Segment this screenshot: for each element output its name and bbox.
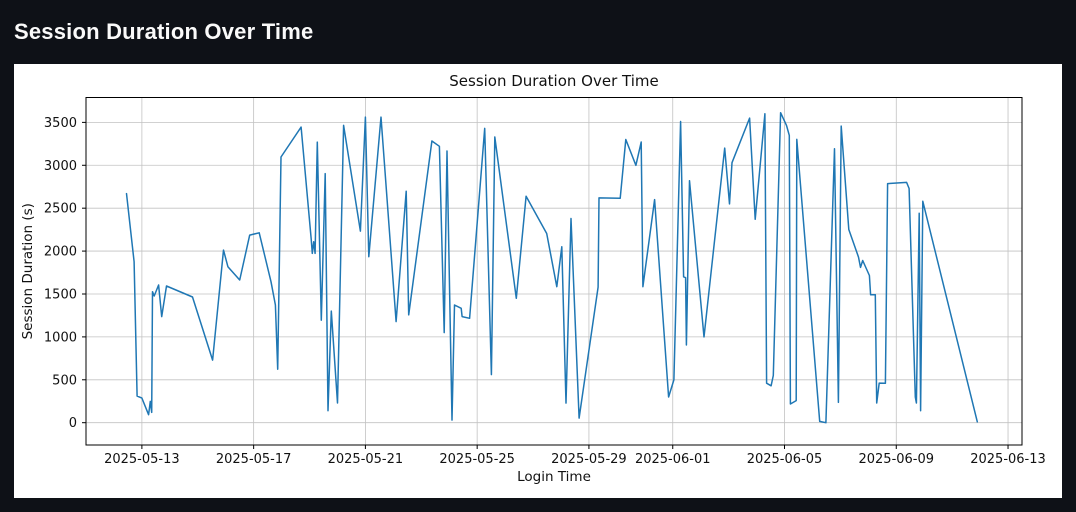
x-tick-label: 2025-05-25 (439, 452, 515, 467)
x-tick-label: 2025-06-01 (635, 452, 711, 467)
y-tick-label: 2500 (44, 202, 77, 217)
y-axis-label: Session Duration (s) (20, 203, 36, 339)
y-tick-label: 3000 (44, 159, 77, 174)
x-axis-label: Login Time (517, 469, 591, 485)
x-tick-label: 2025-05-13 (104, 452, 180, 467)
x-tick-label: 2025-05-17 (216, 452, 292, 467)
session-duration-chart: 2025-05-13 2025-05-17 2025-05-21 2025-05-25… (20, 72, 1046, 485)
y-tick-label: 0 (69, 416, 77, 431)
y-tick-label: 1500 (44, 287, 77, 302)
chart-panel: 2025-05-13 2025-05-17 2025-05-21 2025-05-25… (14, 64, 1062, 498)
y-tick-label: 3500 (44, 116, 77, 131)
x-tick-label: 2025-05-21 (328, 452, 404, 467)
page-title: Session Duration Over Time (14, 19, 314, 44)
x-tick-label: 2025-05-29 (551, 452, 627, 467)
x-tick-label: 2025-06-09 (858, 452, 934, 467)
page-header: Session Duration Over Time (14, 12, 1062, 52)
chart-title: Session Duration Over Time (449, 72, 658, 90)
y-tick-label: 500 (52, 373, 77, 388)
axes-spines (85, 97, 1023, 446)
y-tick-label: 2000 (44, 245, 77, 260)
x-tick-label: 2025-06-13 (970, 452, 1046, 467)
series-line (125, 111, 979, 424)
y-tick-label: 1000 (44, 330, 77, 345)
x-tick-label: 2025-06-05 (747, 452, 823, 467)
